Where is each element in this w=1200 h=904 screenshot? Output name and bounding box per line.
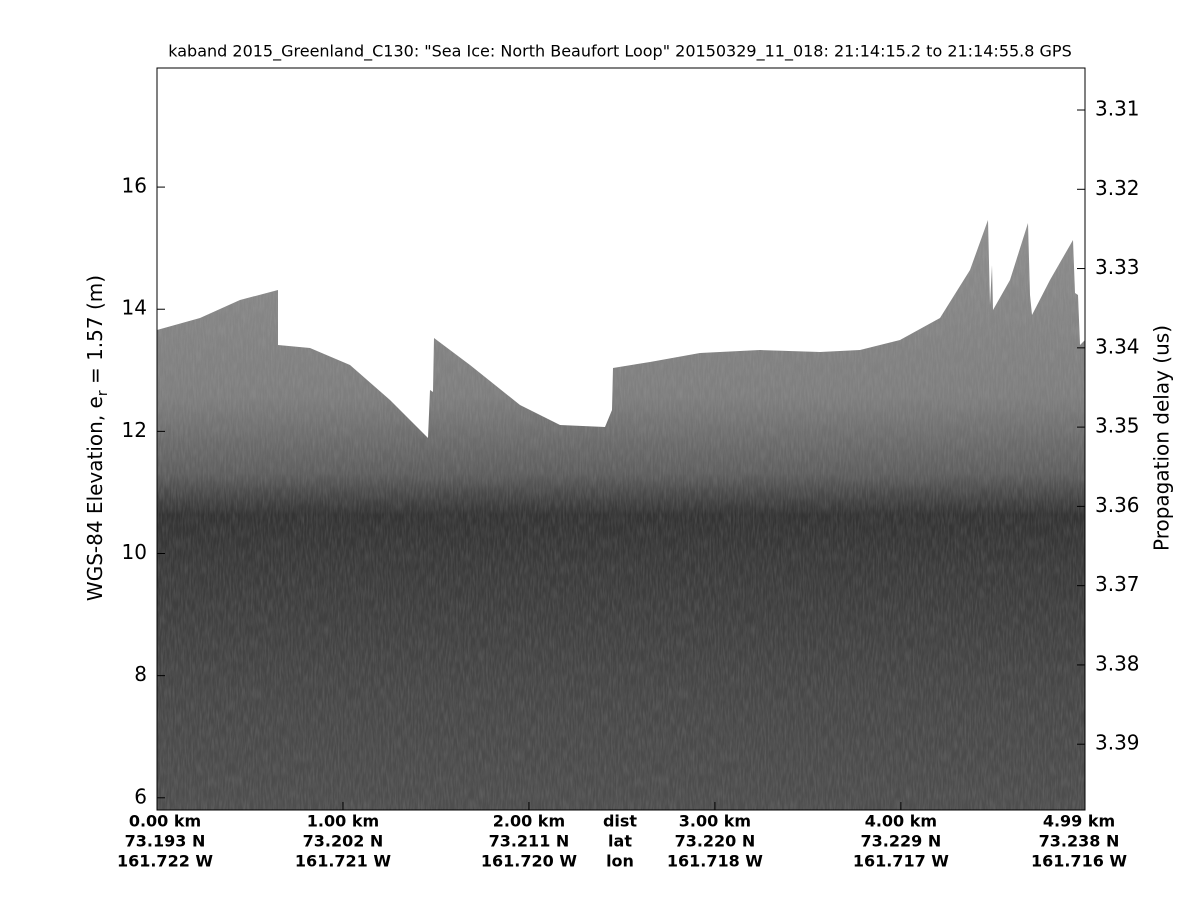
y2-tick-label: 3.33: [1095, 255, 1140, 279]
plot-frame: [156, 67, 1086, 811]
x-tick-label: 4.99 km: [1043, 812, 1115, 831]
lat-label: 73.202 N: [303, 832, 384, 851]
chart-title: kaband 2015_Greenland_C130: "Sea Ice: No…: [168, 42, 1071, 62]
lat-label: 73.229 N: [861, 832, 942, 851]
y-label-text: WGS-84 Elevation, e: [83, 396, 107, 601]
lat-label: 73.238 N: [1039, 832, 1120, 851]
lon-label: 161.718 W: [667, 852, 763, 871]
y2-tick-label: 3.39: [1095, 731, 1140, 755]
y-label-rest: = 1.57 (m): [83, 275, 107, 390]
y2-tick-label: 3.36: [1095, 493, 1140, 517]
x-tick-label: 1.00 km: [307, 812, 379, 831]
y-label-subscript: r: [95, 390, 111, 396]
echogram-image: [157, 220, 1085, 810]
y2-tick-label: 3.34: [1095, 334, 1140, 358]
y-tick-label: 16: [122, 174, 147, 198]
y2-tick-label: 3.38: [1095, 651, 1140, 675]
y2-tick-label: 3.31: [1095, 97, 1140, 121]
y2-tick-label: 3.32: [1095, 176, 1140, 200]
x-tick-label: 2.00 km: [493, 812, 565, 831]
lat-label: 73.193 N: [125, 832, 206, 851]
y2-axis-label: Propagation delay (us): [1150, 325, 1174, 551]
y-tick-label: 8: [134, 662, 147, 686]
y2-tick-label: 3.37: [1095, 572, 1140, 596]
y-axis-label: WGS-84 Elevation, er = 1.57 (m): [83, 275, 112, 601]
x-tick-label: 4.00 km: [865, 812, 937, 831]
y-tick-label: 10: [122, 540, 147, 564]
x-tick-label: 3.00 km: [679, 812, 751, 831]
y-tick-label: 14: [122, 296, 147, 320]
x-tick-label: 0.00 km: [129, 812, 201, 831]
y-tick-label: 12: [122, 418, 147, 442]
lat-label: 73.220 N: [675, 832, 756, 851]
lon-label: 161.720 W: [481, 852, 577, 871]
y-tick-label: 6: [134, 784, 147, 808]
row-label: lon: [606, 852, 634, 871]
lon-label: 161.722 W: [117, 852, 213, 871]
lon-label: 161.721 W: [295, 852, 391, 871]
lon-label: 161.717 W: [853, 852, 949, 871]
row-label: lat: [608, 832, 632, 851]
row-label: dist: [603, 812, 637, 831]
y2-tick-label: 3.35: [1095, 414, 1140, 438]
lat-label: 73.211 N: [489, 832, 570, 851]
lon-label: 161.716 W: [1031, 852, 1127, 871]
